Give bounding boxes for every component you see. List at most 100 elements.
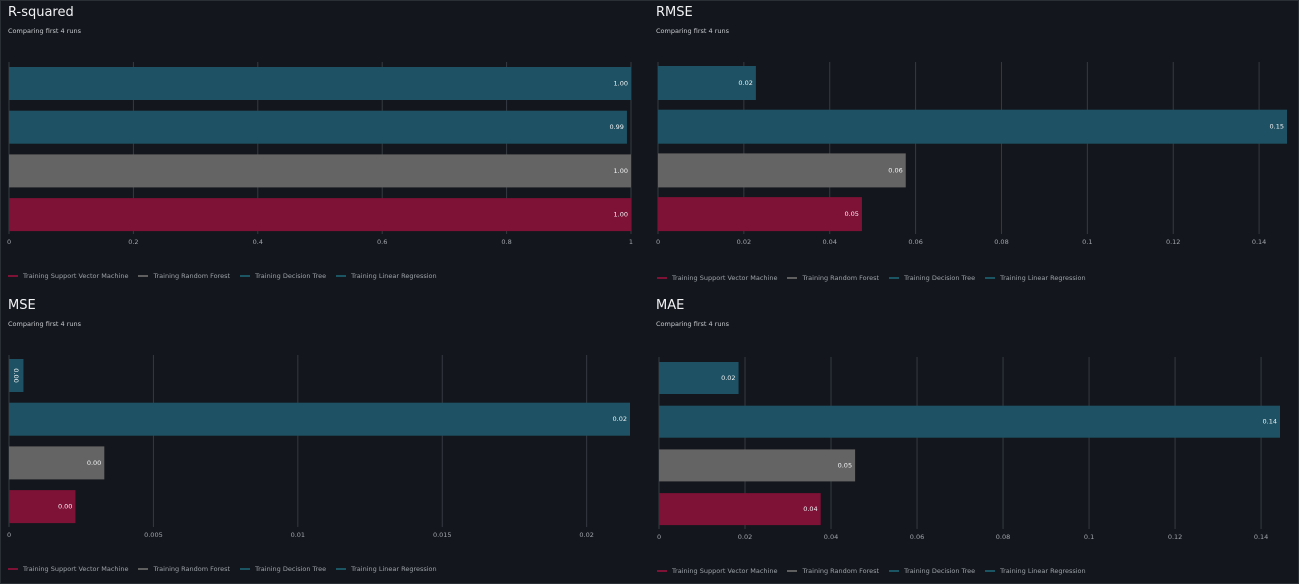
legend-label: Training Random Forest — [802, 274, 880, 282]
legend-label: Training Linear Regression — [1000, 274, 1086, 282]
bar — [9, 154, 631, 188]
bar — [9, 402, 630, 436]
legend-swatch — [138, 568, 149, 570]
legend-item[interactable]: Training Support Vector Machine — [657, 567, 777, 575]
bar — [9, 110, 627, 144]
bar — [659, 405, 1280, 438]
bar — [659, 362, 739, 394]
legend-item[interactable]: Training Random Forest — [138, 272, 230, 280]
bar-value-label: 1.00 — [614, 211, 628, 219]
x-tick-label: 0.08 — [994, 238, 1008, 246]
x-tick-label: 1 — [629, 238, 633, 246]
x-tick-label: 0.015 — [433, 531, 452, 539]
bar-value-label: 0.00 — [87, 459, 101, 467]
x-tick-label: 0 — [657, 533, 661, 541]
bar — [659, 449, 856, 482]
mse-chart: 0 0.005 0.01 0.015 0.02 0.00 0.02 0.00 0.00 — [7, 355, 630, 539]
legend-item[interactable]: Training Decision Tree — [889, 274, 975, 282]
r-squared-legend: Training Support Vector Machine Training … — [8, 272, 437, 280]
bar-value-label: 0.99 — [609, 123, 623, 131]
bar — [658, 153, 906, 188]
bar — [658, 197, 862, 232]
bar — [9, 67, 631, 100]
legend-swatch — [985, 570, 996, 572]
panel-mae: MAE Comparing first 4 runs — [656, 298, 1286, 583]
legend-swatch — [787, 277, 798, 279]
bar-value-label: 0.05 — [838, 461, 852, 469]
panel-rmse: RMSE Comparing first 4 runs — [656, 5, 1286, 290]
legend-item[interactable]: Training Random Forest — [787, 567, 879, 575]
x-tick-label: 0.1 — [1082, 238, 1092, 246]
legend-swatch — [240, 275, 251, 277]
legend-item[interactable]: Training Support Vector Machine — [657, 274, 777, 282]
legend-item[interactable]: Training Linear Regression — [336, 272, 437, 280]
x-tick-label: 0.12 — [1168, 533, 1182, 541]
legend-item[interactable]: Training Random Forest — [138, 565, 230, 573]
panel-r-squared: R-squared Comparing first 4 runs — [8, 5, 638, 290]
bar-value-label: 0.02 — [613, 415, 627, 423]
bar — [9, 359, 24, 392]
bar — [659, 493, 821, 526]
x-tick-label: 0.005 — [144, 531, 163, 539]
bar-value-label: 0.05 — [844, 210, 858, 218]
bar-value-label: 0.02 — [738, 79, 752, 87]
bar-value-label: 0.00 — [58, 503, 72, 511]
legend-label: Training Linear Regression — [1000, 567, 1086, 575]
legend-swatch — [657, 277, 667, 279]
legend-item[interactable]: Training Linear Regression — [985, 274, 1086, 282]
x-tick-label: 0.04 — [822, 238, 836, 246]
bar-value-label: 1.00 — [614, 80, 628, 88]
legend-swatch — [336, 275, 347, 277]
x-tick-label: 0.4 — [253, 238, 263, 246]
mae-legend: Training Support Vector Machine Training … — [657, 567, 1086, 575]
mae-chart: 0 0.02 0.04 0.06 0.08 0.1 0.12 0.14 0.02 0.14 0.05… — [657, 357, 1280, 541]
bar-value-label: 0.04 — [803, 505, 817, 513]
bar — [658, 66, 756, 100]
legend-label: Training Support Vector Machine — [23, 565, 129, 573]
legend-label: Training Decision Tree — [904, 567, 976, 575]
x-tick-label: 0.1 — [1084, 533, 1094, 541]
legend-label: Training Random Forest — [802, 567, 880, 575]
x-tick-label: 0.02 — [579, 531, 593, 539]
legend-swatch — [889, 570, 900, 572]
legend-label: Training Decision Tree — [255, 272, 327, 280]
chart-subtitle: Comparing first 4 runs — [656, 320, 730, 328]
legend-item[interactable]: Training Decision Tree — [889, 567, 975, 575]
legend-swatch — [138, 275, 149, 277]
x-tick-label: 0.14 — [1252, 238, 1266, 246]
x-tick-label: 0.14 — [1254, 533, 1268, 541]
legend-label: Training Random Forest — [153, 272, 231, 280]
chart-title: MAE — [656, 298, 685, 313]
chart-title: MSE — [8, 298, 36, 313]
x-tick-label: 0.2 — [128, 238, 138, 246]
legend-swatch — [8, 275, 18, 277]
legend-swatch — [336, 568, 347, 570]
legend-item[interactable]: Training Decision Tree — [240, 565, 326, 573]
legend-label: Training Support Vector Machine — [672, 274, 778, 282]
legend-label: Training Random Forest — [153, 565, 231, 573]
chart-title: RMSE — [656, 5, 693, 20]
x-tick-label: 0.08 — [996, 533, 1010, 541]
legend-label: Training Support Vector Machine — [672, 567, 778, 575]
legend-item[interactable]: Training Support Vector Machine — [8, 565, 128, 573]
x-tick-label: 0 — [656, 238, 660, 246]
bar — [658, 109, 1287, 144]
chart-subtitle: Comparing first 4 runs — [656, 27, 730, 35]
x-tick-label: 0 — [7, 238, 11, 246]
legend-swatch — [8, 568, 18, 570]
legend-item[interactable]: Training Linear Regression — [985, 567, 1086, 575]
bar-value-label: 0.00 — [12, 368, 20, 382]
legend-item[interactable]: Training Support Vector Machine — [8, 272, 128, 280]
bar — [9, 198, 631, 232]
legend-item[interactable]: Training Decision Tree — [240, 272, 326, 280]
bar-value-label: 0.02 — [721, 374, 735, 382]
legend-item[interactable]: Training Linear Regression — [336, 565, 437, 573]
chart-subtitle: Comparing first 4 runs — [8, 320, 82, 328]
chart-subtitle: Comparing first 4 runs — [8, 27, 82, 35]
legend-swatch — [657, 570, 667, 572]
chart-title: R-squared — [8, 5, 74, 20]
rmse-legend: Training Support Vector Machine Training … — [657, 274, 1086, 282]
bar — [9, 446, 105, 480]
panel-mse: MSE Comparing first 4 runs — [8, 298, 638, 583]
legend-item[interactable]: Training Random Forest — [787, 274, 879, 282]
